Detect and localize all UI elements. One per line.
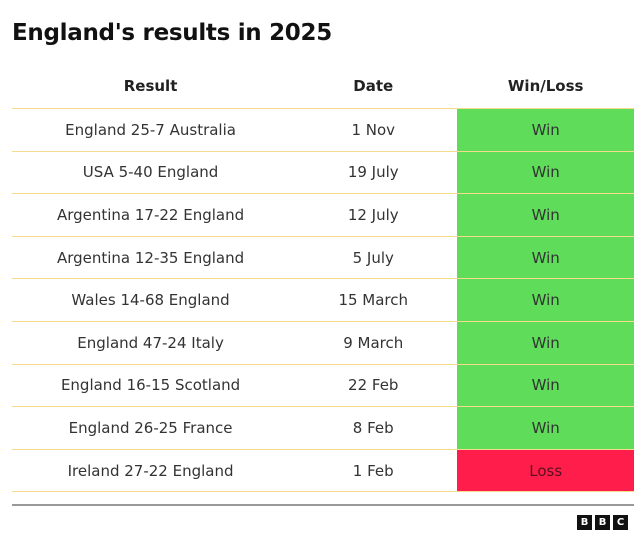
logo-letter: C [613,515,628,530]
date-cell: 19 July [289,150,458,195]
outcome-cell: Win [457,406,634,450]
table-row: Argentina 17-22 England 12 July Win [12,193,634,237]
result-cell: USA 5-40 England [12,150,290,195]
date-cell: 15 March [289,278,458,322]
result-cell: Wales 14-68 England [12,278,290,322]
date-cell: 1 Feb [289,448,458,493]
table-row: USA 5-40 England 19 July Win [12,150,634,195]
result-cell: England 47-24 Italy [12,320,290,365]
date-cell: 12 July [289,193,458,237]
outcome-cell: Win [457,108,634,152]
header-win-loss: Win/Loss [507,77,584,95]
table-row: England 16-15 Scotland 22 Feb Win [12,363,634,408]
logo-letter: B [577,515,592,530]
outcome-cell: Win [457,193,634,237]
bbc-logo: B B C [577,515,628,530]
outcome-cell: Win [457,363,634,408]
outcome-cell: Win [457,150,634,195]
date-cell: 9 March [289,320,458,365]
header-result: Result [123,77,178,95]
logo-letter: B [595,515,610,530]
table-row: Ireland 27-22 England 1 Feb Loss [12,448,634,493]
table-row: England 26-25 France 8 Feb Win [12,406,634,450]
table-row: England 25-7 Australia 1 Nov Win [12,108,634,152]
result-cell: England 26-25 France [12,406,290,450]
date-cell: 8 Feb [289,406,458,450]
date-cell: 22 Feb [289,363,458,408]
outcome-cell: Win [457,235,634,280]
result-cell: Ireland 27-22 England [12,448,290,493]
result-cell: Argentina 17-22 England [12,193,290,237]
table-row: England 47-24 Italy 9 March Win [12,320,634,365]
date-cell: 5 July [289,235,458,280]
outcome-cell: Loss [457,448,634,493]
results-table: Result Date Win/Loss England 25-7 Austra… [12,64,634,493]
outcome-cell: Win [457,320,634,365]
outcome-cell: Win [457,278,634,322]
footer-divider [12,504,634,506]
date-cell: 1 Nov [289,108,458,152]
header-row: Result Date Win/Loss [12,64,634,109]
chart-title: England's results in 2025 [12,20,332,46]
result-cell: England 16-15 Scotland [12,363,290,408]
header-date: Date [353,77,394,95]
table-row: Wales 14-68 England 15 March Win [12,278,634,322]
result-cell: England 25-7 Australia [12,108,290,152]
table-row: Argentina 12-35 England 5 July Win [12,235,634,280]
result-cell: Argentina 12-35 England [12,235,290,280]
